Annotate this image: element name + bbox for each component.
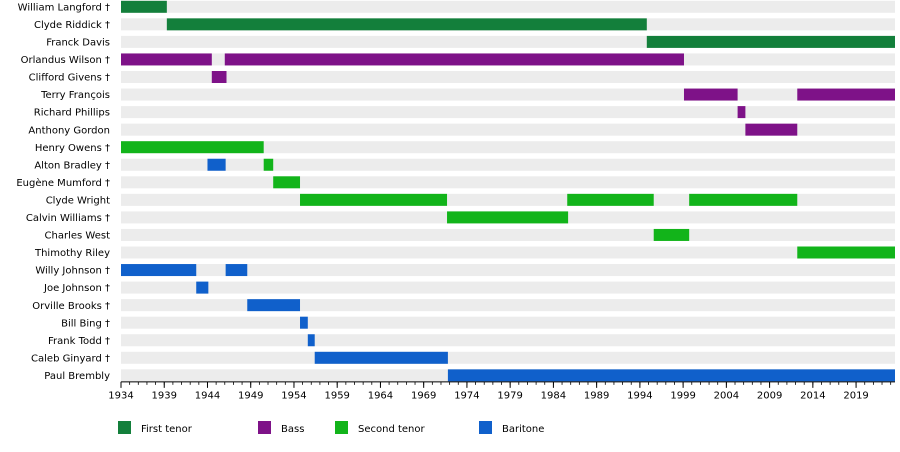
row-background xyxy=(121,141,895,154)
member-label: Paul Brembly xyxy=(44,371,110,382)
legend-swatch-baritone xyxy=(479,421,492,434)
x-tick-label: 2019 xyxy=(843,390,868,401)
legend-label-bass: Bass xyxy=(281,424,304,435)
x-tick-label: 2004 xyxy=(714,390,739,401)
row-background xyxy=(121,264,895,277)
legend-swatch-second xyxy=(335,421,348,434)
x-tick-label: 1984 xyxy=(541,390,566,401)
member-label: Terry François xyxy=(40,90,110,101)
member-label: Clyde Riddick † xyxy=(34,20,110,31)
legend-label-first: First tenor xyxy=(141,424,193,435)
member-bar-first xyxy=(121,0,167,13)
x-tick-label: 1959 xyxy=(324,390,349,401)
member-bar-baritone xyxy=(225,264,248,277)
member-bar-second xyxy=(263,158,274,171)
legend-label-baritone: Baritone xyxy=(502,424,544,435)
member-label: Thimothy Riley xyxy=(34,248,110,259)
member-label: Orlandus Wilson † xyxy=(21,55,110,66)
member-bar-second xyxy=(797,246,895,259)
row-background xyxy=(121,106,895,119)
x-tick-label: 1934 xyxy=(108,390,133,401)
row-background xyxy=(121,71,895,83)
x-tick-label: 1939 xyxy=(152,390,177,401)
row-background xyxy=(121,88,895,101)
member-bar-bass xyxy=(737,106,746,119)
member-label: Clyde Wright xyxy=(46,195,110,206)
x-axis: 1934 1939 1944 1949 1954 1959 1964 1969 1974 1979… xyxy=(108,381,895,401)
legend: First tenor Bass Second tenor Baritone xyxy=(118,421,544,435)
member-bar-baritone xyxy=(247,299,301,312)
x-tick-label: 1999 xyxy=(670,390,695,401)
member-bar-second xyxy=(121,141,264,154)
row-background xyxy=(121,316,895,329)
row-background xyxy=(121,281,895,294)
member-label: Bill Bing † xyxy=(61,318,110,329)
x-tick-label: 1989 xyxy=(584,390,609,401)
member-label: Caleb Ginyard † xyxy=(31,353,110,364)
x-tick-label: 1964 xyxy=(368,390,393,401)
member-bar-bass xyxy=(121,53,212,66)
member-label: William Langford † xyxy=(18,2,110,13)
member-bar-baritone xyxy=(307,334,315,347)
member-bar-baritone xyxy=(447,369,895,382)
member-label: Calvin Williams † xyxy=(26,213,110,224)
row-background xyxy=(121,334,895,347)
member-bar-baritone xyxy=(300,316,308,329)
member-label: Charles West xyxy=(45,231,111,242)
row-background xyxy=(121,246,895,259)
x-tick-label: 2014 xyxy=(800,390,825,401)
x-tick-label: 1979 xyxy=(497,390,522,401)
member-bar-second xyxy=(567,193,654,206)
row-background xyxy=(121,123,895,136)
member-bar-bass xyxy=(211,71,227,83)
row-background xyxy=(121,351,895,364)
member-label: Willy Johnson † xyxy=(35,266,110,277)
x-tick-label: 1969 xyxy=(411,390,436,401)
member-label: Anthony Gordon xyxy=(28,125,110,136)
member-bar-second xyxy=(653,228,690,241)
member-bar-bass xyxy=(224,53,684,66)
x-tick-label: 1944 xyxy=(195,390,220,401)
x-tick-label: 1954 xyxy=(281,390,306,401)
member-bar-first xyxy=(646,35,895,48)
row-background xyxy=(121,158,895,171)
row-background xyxy=(121,176,895,189)
legend-swatch-bass xyxy=(258,421,271,434)
member-label: Richard Phillips xyxy=(34,108,110,119)
member-bar-second xyxy=(447,211,569,224)
x-tick-label: 2009 xyxy=(757,390,782,401)
member-bar-second xyxy=(689,193,798,206)
row-background xyxy=(121,299,895,312)
member-bar-bass xyxy=(745,123,798,136)
member-label: Frank Todd † xyxy=(48,336,110,347)
member-bar-baritone xyxy=(196,281,209,294)
legend-label-second: Second tenor xyxy=(358,424,426,435)
member-bar-baritone xyxy=(207,158,226,171)
member-label: Franck Davis xyxy=(46,38,110,49)
row-background xyxy=(121,0,895,13)
member-bar-baritone xyxy=(121,264,197,277)
member-bar-bass xyxy=(683,88,738,101)
member-bar-bass xyxy=(797,88,895,101)
x-tick-label: 1994 xyxy=(627,390,652,401)
member-bar-second xyxy=(273,176,301,189)
member-label: Eugène Mumford † xyxy=(16,177,110,189)
member-label: Alton Bradley † xyxy=(34,160,110,171)
x-tick-label: 1974 xyxy=(454,390,479,401)
legend-swatch-first xyxy=(118,421,131,434)
member-label: Clifford Givens † xyxy=(29,73,110,84)
member-bars xyxy=(121,0,895,382)
member-bar-second xyxy=(300,193,448,206)
member-bar-baritone xyxy=(314,351,448,364)
member-label: Joe Johnson † xyxy=(43,283,110,294)
x-tick-label: 1949 xyxy=(238,390,263,401)
member-label: Orville Brooks † xyxy=(32,301,110,312)
member-bar-first xyxy=(166,18,647,31)
row-background xyxy=(121,228,895,241)
member-label: Henry Owens † xyxy=(35,143,110,154)
member-labels: William Langford † Clyde Riddick † Franck … xyxy=(16,2,110,382)
